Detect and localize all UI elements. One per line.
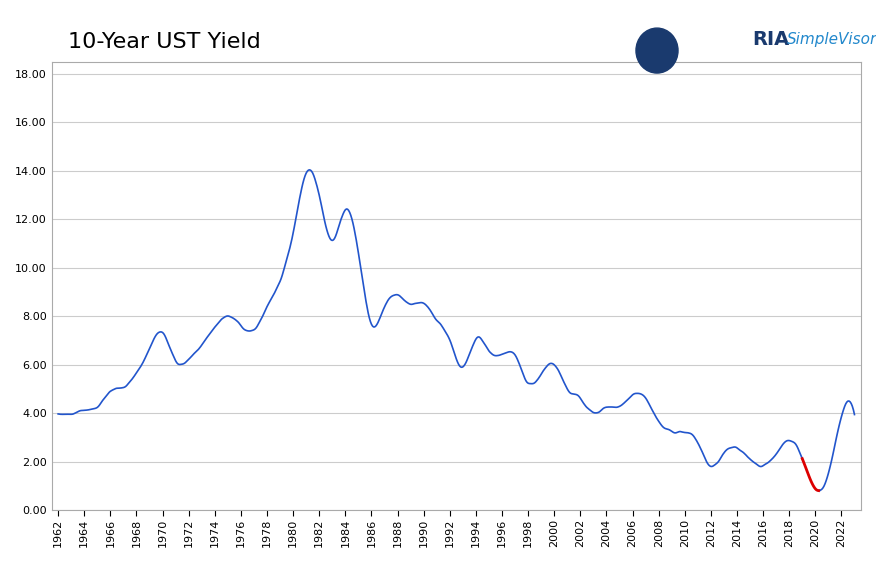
Text: RIA: RIA — [752, 30, 789, 49]
Circle shape — [636, 28, 678, 73]
Text: SimpleVisor: SimpleVisor — [787, 32, 876, 47]
Text: 10-Year UST Yield: 10-Year UST Yield — [67, 32, 260, 52]
